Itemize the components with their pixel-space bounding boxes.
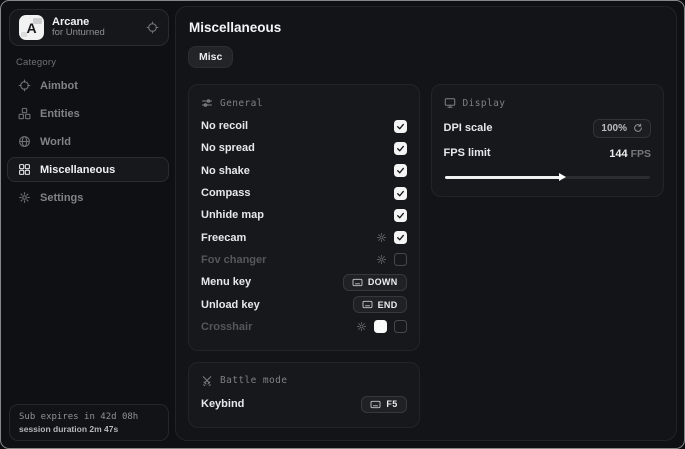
display-panel: Display DPI scale 100% FPS limit 144 FPS	[430, 84, 664, 197]
crosshair-label: Crosshair	[201, 320, 253, 333]
keyboard-icon	[352, 278, 363, 287]
sidebar-nav: Aimbot Entities World Miscellaneous	[7, 73, 169, 210]
sidebar: A Arcane for Unturned Category Aimbot	[1, 1, 175, 448]
unload-key-label: Unload key	[201, 298, 260, 311]
keybind-label: Keybind	[201, 398, 245, 411]
app-header-card: A Arcane for Unturned	[9, 9, 169, 46]
fov-changer-settings-gear-icon[interactable]	[376, 254, 387, 265]
sidebar-item-world[interactable]: World	[7, 129, 169, 154]
row-fps-limit: FPS limit 144 FPS	[444, 141, 651, 165]
sidebar-item-label: Settings	[40, 191, 84, 204]
sidebar-item-label: Miscellaneous	[40, 163, 116, 176]
tab-misc[interactable]: Misc	[188, 46, 234, 68]
slider-thumb[interactable]	[558, 173, 566, 181]
app-name: Arcane	[52, 15, 90, 28]
crosshair-icon	[18, 79, 31, 92]
row-no-shake: No shake	[201, 160, 407, 182]
no-shake-checkbox[interactable]	[393, 164, 407, 178]
battle-mode-panel-title: Battle mode	[220, 375, 288, 387]
fps-limit-label: FPS limit	[443, 147, 491, 159]
display-panel-title: Display	[462, 97, 506, 109]
app-logo: A	[19, 15, 44, 40]
dpi-scale-value: 100%	[601, 122, 627, 134]
menu-key-label: Menu key	[201, 276, 252, 289]
crosshair-settings-gear-icon[interactable]	[356, 321, 367, 332]
app-subtitle: for Unturned	[52, 27, 105, 39]
no-spread-label: No spread	[201, 142, 255, 155]
keyboard-icon	[362, 300, 373, 309]
reset-refresh-icon[interactable]	[633, 123, 643, 133]
compass-label: Compass	[201, 187, 251, 200]
row-freecam: Freecam	[201, 226, 407, 248]
row-no-spread: No spread	[201, 137, 407, 159]
swords-icon	[201, 375, 213, 387]
general-panel-title: General	[220, 97, 263, 109]
no-recoil-label: No recoil	[201, 120, 249, 133]
unload-key-button[interactable]: END	[352, 296, 407, 314]
row-keybind: Keybind F5	[201, 393, 407, 415]
fps-limit-value: 144	[609, 148, 628, 160]
battle-keybind-value: F5	[386, 399, 398, 410]
crosshair-checkbox[interactable]	[393, 320, 407, 334]
slider-fill	[444, 175, 562, 179]
fov-changer-checkbox[interactable]	[393, 253, 407, 267]
menu-key-value: DOWN	[367, 277, 398, 288]
row-dpi-scale: DPI scale 100%	[444, 115, 651, 141]
keyboard-icon	[370, 400, 381, 409]
sidebar-item-label: Entities	[40, 107, 80, 120]
row-unload-key: Unload key END	[201, 293, 407, 315]
row-compass: Compass	[201, 182, 407, 204]
freecam-checkbox[interactable]	[393, 231, 407, 245]
compass-checkbox[interactable]	[393, 186, 407, 200]
sidebar-item-entities[interactable]: Entities	[7, 101, 169, 126]
menu-key-button[interactable]: DOWN	[342, 273, 407, 291]
row-fov-changer: Fov changer	[201, 249, 407, 271]
sub-expires-text: Sub expires in 42d 08h	[19, 411, 139, 422]
session-duration-text: session duration 2m 47s	[19, 423, 119, 434]
target-icon[interactable]	[146, 21, 159, 34]
sidebar-item-aimbot[interactable]: Aimbot	[7, 73, 169, 98]
row-unhide-map: Unhide map	[201, 204, 407, 226]
fov-changer-label: Fov changer	[201, 253, 267, 266]
row-crosshair: Crosshair	[201, 316, 407, 338]
main-panel: Miscellaneous Misc General No recoil	[175, 6, 677, 441]
freecam-label: Freecam	[201, 231, 247, 244]
battle-keybind-button[interactable]: F5	[361, 395, 407, 413]
sidebar-item-miscellaneous[interactable]: Miscellaneous	[7, 157, 169, 182]
dpi-scale-input[interactable]: 100%	[593, 118, 651, 138]
fps-limit-slider[interactable]	[444, 172, 650, 182]
sliders-icon	[201, 97, 213, 109]
general-panel: General No recoil No spread	[188, 84, 420, 351]
app-logo-letter: A	[26, 19, 37, 36]
subscription-card: Sub expires in 42d 08h session duration …	[9, 404, 169, 441]
sidebar-item-label: World	[40, 135, 71, 148]
unhide-map-label: Unhide map	[201, 209, 264, 222]
dpi-scale-label: DPI scale	[443, 122, 493, 134]
fps-limit-unit: FPS	[630, 148, 651, 160]
freecam-settings-gear-icon[interactable]	[376, 232, 387, 243]
gear-icon	[18, 191, 31, 204]
row-no-recoil: No recoil	[201, 115, 407, 137]
no-shake-label: No shake	[201, 164, 250, 177]
crosshair-color-swatch[interactable]	[373, 320, 387, 334]
unhide-map-checkbox[interactable]	[393, 208, 407, 222]
unload-key-value: END	[377, 299, 398, 310]
entities-icon	[18, 107, 31, 120]
grid-icon	[18, 163, 31, 176]
no-recoil-checkbox[interactable]	[393, 119, 407, 133]
category-label: Category	[16, 57, 57, 68]
sidebar-item-label: Aimbot	[40, 79, 78, 92]
row-menu-key: Menu key DOWN	[201, 271, 407, 293]
no-spread-checkbox[interactable]	[393, 141, 407, 155]
battle-mode-panel: Battle mode Keybind F5	[188, 361, 420, 429]
monitor-icon	[444, 97, 456, 109]
globe-icon	[18, 135, 31, 148]
page-title: Miscellaneous	[189, 20, 282, 35]
sidebar-item-settings[interactable]: Settings	[7, 185, 169, 210]
